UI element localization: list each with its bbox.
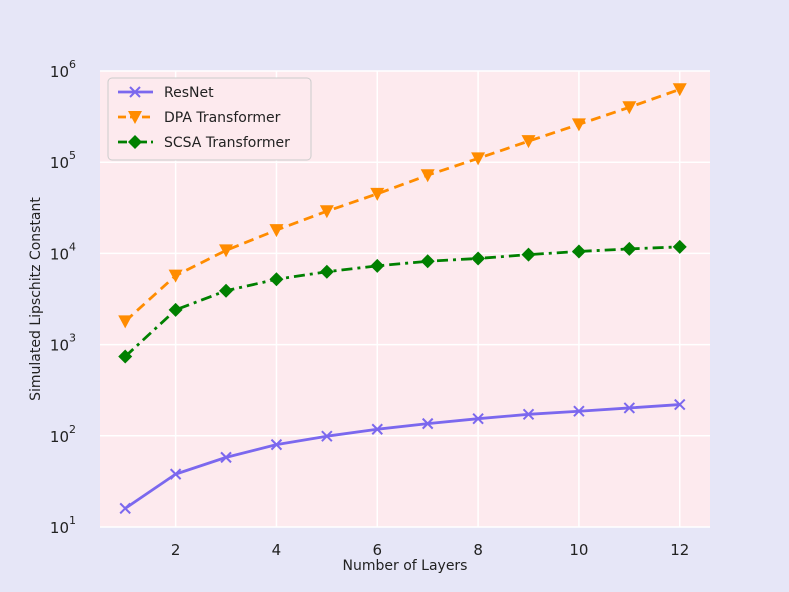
data-point — [371, 423, 383, 435]
y-tick-base: 10 — [50, 154, 69, 172]
data-point — [672, 239, 687, 254]
legend: ResNet DPA Transformer SCSA Transformer — [107, 77, 312, 161]
data-point — [118, 349, 133, 364]
data-point — [270, 438, 283, 451]
data-point — [622, 241, 637, 256]
data-point — [220, 451, 232, 464]
data-point — [168, 302, 183, 317]
legend-box — [107, 77, 312, 161]
y-axis-title: Simulated Lipschitz Constant — [28, 197, 44, 401]
data-point — [623, 402, 636, 414]
data-point — [168, 269, 183, 283]
data-point — [674, 398, 686, 411]
legend-marker — [129, 86, 141, 98]
y-tick-base: 10 — [50, 428, 69, 446]
data-point — [571, 118, 586, 132]
y-tick-exponent: 3 — [69, 332, 76, 345]
data-point — [521, 247, 536, 262]
y-tick-base: 10 — [50, 519, 69, 537]
data-point — [421, 417, 434, 430]
data-point — [118, 315, 133, 329]
series-layer — [118, 83, 687, 515]
y-tick-base: 10 — [50, 245, 69, 263]
x-tick-label: 2 — [171, 541, 181, 559]
data-point — [219, 283, 234, 298]
x-tick-label: 8 — [473, 541, 483, 559]
y-tick-base: 10 — [50, 63, 69, 81]
series-line — [124, 245, 680, 358]
data-point — [370, 187, 385, 201]
y-tick-exponent: 6 — [69, 58, 76, 71]
data-point — [219, 244, 234, 258]
series-scsa-transformer — [118, 239, 687, 364]
series-line — [124, 87, 681, 323]
data-point — [269, 224, 284, 238]
legend-label: ResNet — [164, 85, 214, 101]
y-tick-label: 104 — [50, 240, 76, 263]
x-ticks: 2 4 6 8 10 12 — [171, 541, 689, 559]
y-tick-exponent: 5 — [69, 149, 76, 162]
data-point — [321, 430, 333, 442]
legend-marker — [128, 111, 142, 124]
data-point — [319, 205, 334, 219]
data-point — [471, 152, 486, 166]
data-point — [319, 264, 334, 279]
data-point — [269, 272, 284, 287]
data-point — [420, 169, 435, 183]
data-point — [420, 254, 435, 269]
grid — [100, 70, 710, 528]
data-point — [370, 258, 385, 273]
y-tick-label: 103 — [50, 332, 76, 355]
x-axis-title: Number of Layers — [343, 558, 468, 574]
y-tick-exponent: 2 — [69, 423, 76, 436]
data-point — [573, 405, 585, 417]
x-tick-label: 4 — [272, 541, 282, 559]
y-tick-exponent: 4 — [69, 240, 76, 253]
data-point — [672, 83, 687, 97]
series-resnet — [119, 398, 686, 515]
x-tick-label: 6 — [372, 541, 382, 559]
y-tick-label: 105 — [50, 149, 76, 172]
y-tick-label: 106 — [50, 58, 76, 81]
data-point — [169, 468, 182, 480]
legend-label: SCSA Transformer — [164, 135, 290, 151]
legend-label: DPA Transformer — [164, 110, 281, 126]
data-point — [522, 408, 535, 421]
series-dpa-transformer — [118, 83, 687, 329]
y-tick-exponent: 1 — [69, 514, 76, 527]
data-point — [521, 135, 536, 149]
y-tick-base: 10 — [50, 337, 69, 355]
y-tick-label: 101 — [50, 514, 76, 537]
data-point — [472, 412, 484, 425]
data-point — [119, 502, 131, 515]
x-tick-label: 10 — [569, 541, 588, 559]
x-tick-label: 12 — [670, 541, 689, 559]
data-point — [471, 251, 486, 266]
legend-marker — [128, 135, 142, 149]
series-line — [124, 403, 680, 510]
data-point — [571, 244, 586, 259]
y-tick-label: 102 — [50, 423, 76, 446]
data-point — [622, 101, 637, 115]
